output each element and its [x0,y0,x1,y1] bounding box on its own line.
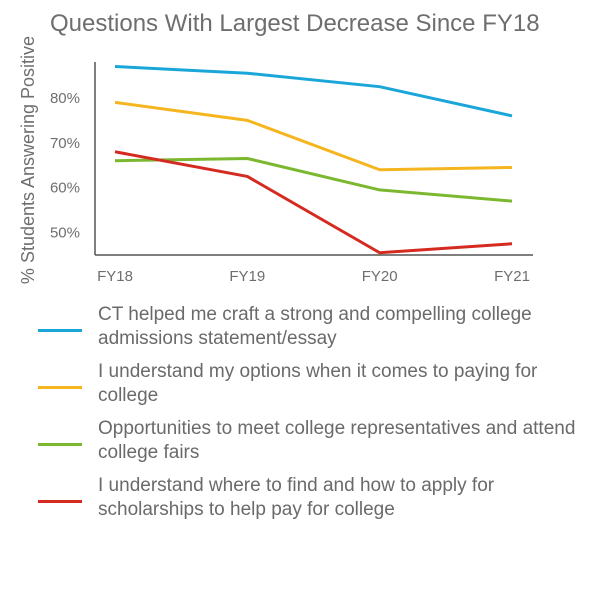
legend-item: I understand where to find and how to ap… [38,474,598,524]
series-line-1 [114,100,513,172]
legend-item: I understand my options when it comes to… [38,360,598,410]
chart-title: Questions With Largest Decrease Since FY… [50,10,540,37]
legend: CT helped me craft a strong and compelli… [38,303,598,531]
x-tick-label: FY18 [97,268,133,285]
series-line-2 [114,157,513,203]
y-tick-label: 80% [50,90,80,107]
y-tick-labels: 50% 60% 70% 80% [50,90,80,242]
legend-label: Opportunities to meet college representa… [98,418,576,463]
legend-label: CT helped me craft a strong and compelli… [98,304,532,349]
y-tick-label: 70% [50,135,80,152]
legend-label: I understand where to find and how to ap… [98,475,495,520]
x-tick-labels: FY18 FY19 FY20 FY21 [97,268,530,285]
legend-item: Opportunities to meet college representa… [38,417,598,467]
series-line-3 [114,150,513,255]
legend-swatch [38,329,82,332]
legend-swatch [38,443,82,446]
y-tick-label: 60% [50,180,80,197]
legend-swatch [38,386,82,389]
x-tick-label: FY21 [494,268,530,285]
y-tick-label: 50% [50,225,80,242]
legend-item: CT helped me craft a strong and compelli… [38,303,598,353]
line-chart: Questions With Largest Decrease Since FY… [18,10,540,285]
x-tick-label: FY19 [229,268,265,285]
y-axis-label: % Students Answering Positive [18,36,38,284]
legend-label: I understand my options when it comes to… [98,361,538,406]
x-tick-label: FY20 [362,268,398,285]
legend-swatch [38,500,82,503]
series-lines [114,64,513,255]
series-line-0 [114,64,513,118]
